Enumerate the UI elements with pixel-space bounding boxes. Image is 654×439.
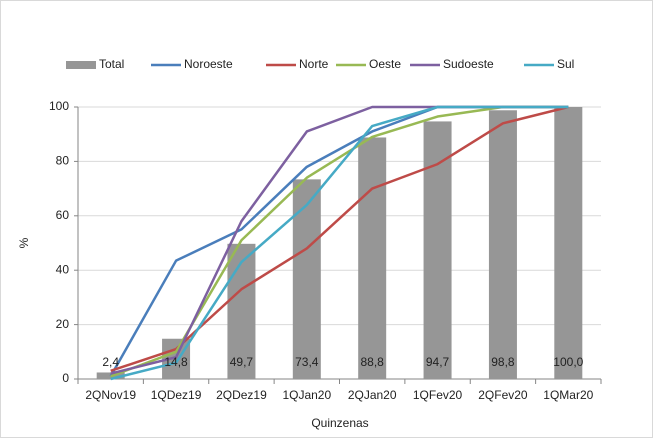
x-tick-label: 1QJan20 <box>282 388 331 402</box>
y-tick-label: 80 <box>56 154 70 168</box>
x-tick-label: 1QMar20 <box>543 388 593 402</box>
x-tick-label: 2QJan20 <box>348 388 397 402</box>
data-label: 88,8 <box>361 355 385 369</box>
legend-label: Noroeste <box>184 57 233 71</box>
bar <box>292 179 321 379</box>
data-label: 73,4 <box>295 355 319 369</box>
x-tick-label: 1QFev20 <box>413 388 463 402</box>
x-tick-label: 2QNov19 <box>85 388 136 402</box>
data-label: 49,7 <box>230 355 254 369</box>
bar <box>358 137 387 379</box>
x-tick-label: 2QFev20 <box>478 388 528 402</box>
data-label: 94,7 <box>426 355 450 369</box>
x-tick-label: 1QDez19 <box>151 388 202 402</box>
y-tick-label: 60 <box>56 208 70 222</box>
legend-label: Sudoeste <box>443 57 494 71</box>
y-tick-label: 0 <box>62 371 69 385</box>
data-label: 14,8 <box>164 355 188 369</box>
data-label: 100,0 <box>553 355 583 369</box>
legend-label: Oeste <box>369 57 401 71</box>
y-tick-label: 20 <box>56 317 70 331</box>
data-label: 2,4 <box>102 355 119 369</box>
y-axis-label: % <box>17 237 31 248</box>
y-tick-label: 100 <box>49 99 69 113</box>
legend-label: Norte <box>299 57 329 71</box>
bar <box>227 243 256 379</box>
legend-swatch <box>66 61 96 69</box>
bar <box>554 107 583 379</box>
line-series <box>110 105 569 373</box>
legend-label: Total <box>99 57 124 71</box>
bar <box>423 121 452 379</box>
x-tick-label: 2QDez19 <box>216 388 267 402</box>
bar <box>488 110 517 379</box>
legend-label: Sul <box>557 57 574 71</box>
x-axis-label: Quinzenas <box>311 416 368 430</box>
line-series <box>110 105 569 381</box>
data-label: 98,8 <box>491 355 515 369</box>
y-tick-label: 40 <box>56 262 70 276</box>
